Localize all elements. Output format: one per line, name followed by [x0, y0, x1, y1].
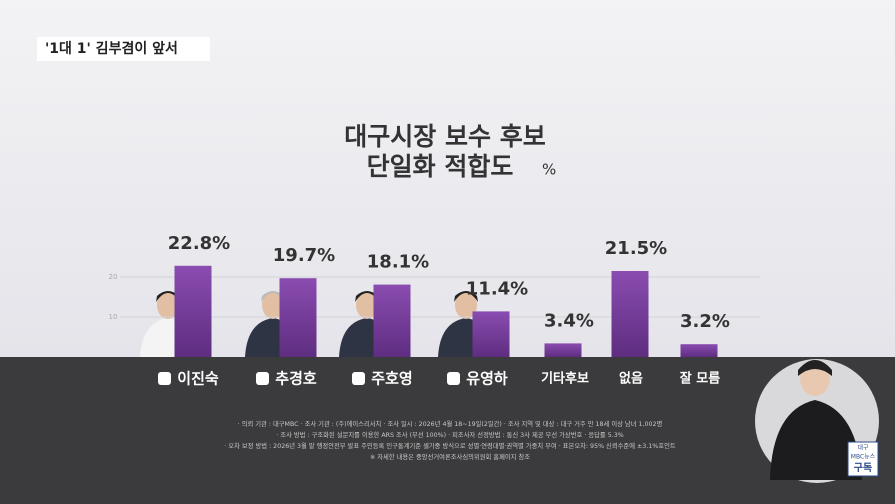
value-label: 11.4% — [466, 278, 528, 299]
note: · 조사 방법 : 구조화된 설문지를 이용한 ARS 조사 (무선 100%)… — [276, 430, 623, 439]
bar — [279, 278, 317, 357]
candidate-hair — [156, 291, 180, 302]
x-tick-label: 없음 — [619, 371, 643, 387]
badge-box — [847, 441, 879, 477]
chart-title: 대구시장 보수 후보 — [344, 122, 545, 151]
interpreter-hair — [798, 360, 832, 376]
badge-text: MBC뉴스 — [851, 454, 876, 461]
x-tick-label: 잘 모름 — [680, 372, 720, 387]
notes: · 의뢰 기관 : 대구MBC · 조사 기관 : (주)에이스리서치 · 조사… — [224, 419, 676, 461]
candidate-hair — [454, 291, 478, 302]
candidate-hair — [261, 291, 285, 302]
candidate-head — [262, 291, 284, 319]
tag: '1대 1' 김부겸이 앞서 — [45, 40, 178, 57]
value-label: 3.4% — [544, 310, 594, 331]
badge-text: 구독 — [854, 462, 872, 474]
x-tick-label: 기타후보 — [541, 371, 589, 387]
value-label: 22.8% — [168, 233, 230, 254]
value-label: 19.7% — [273, 245, 335, 266]
party-icon — [352, 372, 365, 385]
candidate-head — [157, 291, 179, 319]
bar — [680, 344, 718, 357]
value-label: 18.1% — [367, 252, 429, 273]
bar — [373, 284, 411, 357]
y-tick-label: 10 — [109, 313, 118, 321]
candidate-head — [356, 291, 378, 319]
badge-text: 대구 — [857, 444, 869, 452]
party-icon — [158, 372, 171, 385]
bar — [611, 271, 649, 357]
party-icon — [256, 372, 269, 385]
x-tick-label: 이진숙 — [177, 370, 219, 388]
bar — [544, 343, 582, 357]
plot: 10 20 22.8% 이진숙 19.7% 추경호 18.1% 주호영 11.4% 유영하 3.4%… — [109, 233, 760, 388]
unit: % — [542, 161, 556, 179]
value-label: 21.5% — [605, 238, 667, 259]
y-tick-label: 20 — [109, 273, 118, 281]
chart-subtitle: 단일화 적합도 — [367, 152, 514, 181]
note: · 의뢰 기관 : 대구MBC · 조사 기관 : (주)에이스리서치 · 조사… — [238, 419, 663, 428]
tag-box — [37, 37, 210, 61]
note: · 오차 보정 방법 : 2026년 3월 말 행정안전부 발표 주민등록 인구… — [224, 441, 676, 450]
interpreter-body — [770, 400, 862, 480]
candidate-hair — [355, 291, 379, 302]
value-label: 3.2% — [680, 311, 730, 332]
interpreter: 대구 MBC뉴스 구독 — [755, 359, 879, 483]
x-tick-label: 추경호 — [275, 370, 317, 388]
bar — [472, 311, 510, 357]
candidate-head — [455, 291, 477, 319]
x-tick-label: 유영하 — [466, 370, 508, 388]
note: ※ 자세한 내용은 중앙선거여론조사심의위원회 홈페이지 참조 — [370, 452, 530, 461]
bar — [174, 265, 212, 357]
party-icon — [447, 372, 460, 385]
x-tick-label: 주호영 — [371, 370, 412, 388]
